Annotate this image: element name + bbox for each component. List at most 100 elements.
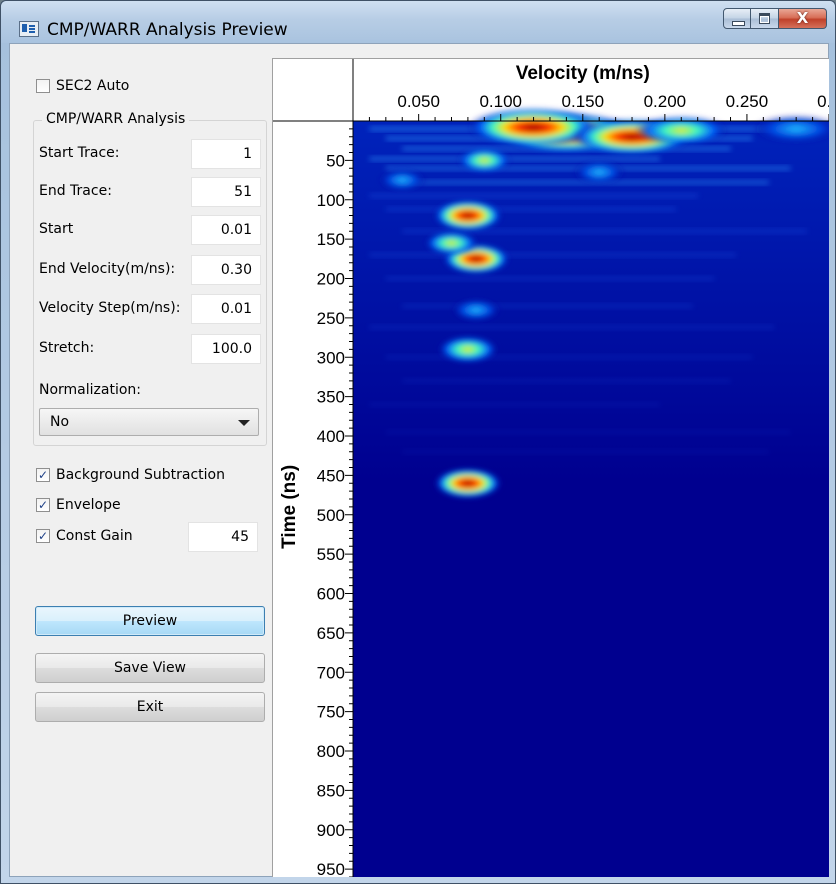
heatmap-streak <box>402 378 731 383</box>
start-trace-input[interactable]: 1 <box>191 139 261 169</box>
heatmap-hotspot <box>634 116 729 145</box>
end-velocity-input[interactable]: 0.30 <box>191 255 261 285</box>
background-subtraction-checkbox[interactable]: ✓ <box>36 468 50 482</box>
heatmap-hotspot <box>751 115 829 143</box>
close-icon: X <box>796 9 809 27</box>
envelope-label: Envelope <box>56 497 121 513</box>
y-tick-label: 450 <box>317 466 345 485</box>
heatmap-streak <box>402 229 807 234</box>
sec2-auto-label: SEC2 Auto <box>56 78 130 94</box>
heatmap-streak <box>385 430 791 435</box>
heatmap-streak <box>369 193 698 198</box>
x-tick-label: 0.3 <box>817 92 829 111</box>
stretch-input[interactable]: 100.0 <box>191 334 261 364</box>
y-axis-label: Time (ns) <box>279 465 300 549</box>
heatmap-hotspot <box>457 148 512 173</box>
chevron-down-icon <box>238 420 250 426</box>
y-tick-label: 600 <box>317 585 345 604</box>
heatmap-hotspot <box>573 160 626 184</box>
title-bar[interactable]: CMP/WARR Analysis Preview X <box>1 1 835 43</box>
app-icon <box>19 21 39 37</box>
velocity-step-label: Velocity Step(m/ns): <box>39 300 181 316</box>
start-trace-row: Start Trace: 1 <box>39 139 261 169</box>
close-button[interactable]: X <box>779 8 827 29</box>
maximize-button[interactable] <box>751 8 779 29</box>
y-tick-label: 950 <box>317 860 345 877</box>
heatmap-hotspot <box>437 335 499 363</box>
x-tick-label: 0.150 <box>562 92 605 111</box>
end-trace-row: End Trace: 51 <box>39 177 261 207</box>
heatmap-hotspot <box>424 231 479 256</box>
end-velocity-label: End Velocity(m/ns): <box>39 261 176 277</box>
envelope-checkbox[interactable]: ✓ <box>36 498 50 512</box>
y-tick-label: 500 <box>317 506 345 525</box>
start-velocity-label: Start <box>39 221 74 237</box>
x-axis-label: Velocity (m/ns) <box>516 63 650 84</box>
minimize-icon <box>732 21 745 26</box>
heatmap-hotspot <box>451 299 502 321</box>
y-tick-label: 700 <box>317 663 345 682</box>
exit-button[interactable]: Exit <box>35 692 265 722</box>
velocity-spectrum-plot[interactable]: 0.050 0.100 0.150 0.200 0.250 0.3 Velocity (m/… <box>272 58 829 877</box>
end-trace-label: End Trace: <box>39 183 112 199</box>
end-velocity-row: End Velocity(m/ns): 0.30 <box>39 255 261 285</box>
background-subtraction-label: Background Subtraction <box>56 467 225 483</box>
heatmap-streak <box>369 325 775 330</box>
heatmap-streak <box>385 207 677 212</box>
y-tick-label: 850 <box>317 781 345 800</box>
x-tick-label: 0.100 <box>479 92 522 111</box>
client-area: SEC2 Auto CMP/WARR Analysis Start Trace:… <box>9 43 829 877</box>
sec2-auto-row[interactable]: SEC2 Auto <box>36 78 129 94</box>
normalization-select[interactable]: No <box>39 408 259 436</box>
x-tick-label: 0.250 <box>726 92 769 111</box>
y-tick-label: 400 <box>317 427 345 446</box>
const-gain-row[interactable]: ✓ Const Gain <box>36 528 133 544</box>
heatmap-streak <box>369 156 660 161</box>
heatmap-hotspot <box>378 169 427 191</box>
const-gain-input[interactable]: 45 <box>188 522 258 552</box>
y-tick-label: 50 <box>326 151 345 170</box>
y-tick-label: 650 <box>317 624 345 643</box>
y-tick-label: 800 <box>317 742 345 761</box>
velocity-step-input[interactable]: 0.01 <box>191 294 261 324</box>
heatmap-streak <box>402 304 693 309</box>
sec2-auto-checkbox[interactable] <box>36 79 50 93</box>
stretch-row: Stretch: 100.0 <box>39 334 261 364</box>
background-subtraction-row[interactable]: ✓ Background Subtraction <box>36 467 225 483</box>
normalization-value: No <box>50 414 70 430</box>
save-view-button[interactable]: Save View <box>35 653 265 683</box>
heatmap-streak <box>402 180 769 185</box>
velocity-step-row: Velocity Step(m/ns): 0.01 <box>39 294 261 324</box>
y-tick-label: 550 <box>317 545 345 564</box>
heatmap-streak <box>402 449 769 454</box>
y-tick-label: 350 <box>317 388 345 407</box>
window-title: CMP/WARR Analysis Preview <box>47 20 288 40</box>
heatmap-streak <box>369 402 660 407</box>
cmp-warr-groupbox: CMP/WARR Analysis <box>33 111 267 446</box>
end-trace-input[interactable]: 51 <box>191 177 261 207</box>
heatmap-streak <box>385 276 715 281</box>
y-tick-label: 100 <box>317 191 345 210</box>
x-tick-label: 0.200 <box>644 92 687 111</box>
envelope-row[interactable]: ✓ Envelope <box>36 497 121 513</box>
heatmap-streak <box>385 355 753 360</box>
start-trace-label: Start Trace: <box>39 145 120 161</box>
const-gain-checkbox[interactable]: ✓ <box>36 529 50 543</box>
y-tick-label: 250 <box>317 309 345 328</box>
start-velocity-row: Start 0.01 <box>39 215 261 245</box>
preview-button[interactable]: Preview <box>35 606 265 636</box>
const-gain-label: Const Gain <box>56 528 133 544</box>
normalization-label: Normalization: <box>39 382 142 398</box>
velocity-spectrum-chart: 0.050 0.100 0.150 0.200 0.250 0.3 Velocity (m/… <box>273 59 829 877</box>
heatmap-streak <box>369 252 736 257</box>
y-tick-label: 200 <box>317 270 345 289</box>
group-title: CMP/WARR Analysis <box>42 111 190 127</box>
y-tick-label: 150 <box>317 230 345 249</box>
stretch-label: Stretch: <box>39 340 95 356</box>
heatmap-hotspot <box>434 468 502 499</box>
heatmap-hotspot <box>432 200 503 231</box>
minimize-button[interactable] <box>723 8 751 29</box>
settings-panel: SEC2 Auto CMP/WARR Analysis Start Trace:… <box>10 44 272 876</box>
start-velocity-input[interactable]: 0.01 <box>191 215 261 245</box>
